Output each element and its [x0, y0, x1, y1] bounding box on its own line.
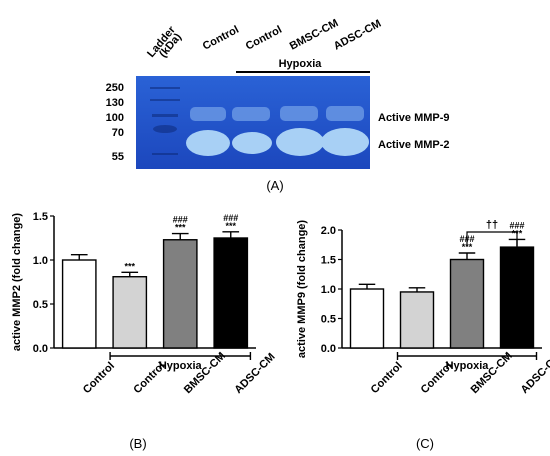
x-tick-label: BMSC-CM — [182, 350, 228, 396]
lane-label-adsc-cm: ADSC-CM — [332, 18, 384, 53]
chart-mmp9: 0.0 0.5 1.0 1.5 2.0 active MMP9 (fold change)… — [296, 219, 550, 451]
x-tick-label: ADSC-CM — [232, 351, 275, 396]
mmp2-bands — [186, 128, 369, 156]
bar — [162, 239, 198, 349]
y-tick-label: 0.0 — [321, 343, 336, 355]
hypoxia-label: Hypoxia — [159, 360, 203, 372]
significance-label: ### — [509, 220, 524, 230]
hypoxia-label: Hypoxia — [446, 360, 490, 372]
significance-label: *** — [462, 242, 473, 252]
y-tick-label: 0.0 — [33, 343, 48, 355]
significance-label: ### — [173, 215, 188, 225]
bar — [449, 258, 485, 349]
y-tick-label: 1.5 — [321, 255, 336, 267]
bar — [112, 276, 148, 349]
lane-label-control: Control — [201, 24, 241, 53]
band-label-mmp9: Active MMP-9 — [378, 112, 450, 124]
y-axis-label: active MMP2 (fold change) — [11, 213, 23, 351]
panel-caption: (C) — [416, 436, 434, 451]
y-tick-label: 1.0 — [33, 255, 48, 267]
kda-label: 70 — [112, 127, 124, 139]
kda-labels: 250 130 100 70 55 — [106, 82, 124, 163]
y-axis-label: active MMP9 (fold change) — [296, 220, 308, 358]
bar — [399, 291, 435, 349]
bar — [213, 237, 249, 349]
kda-label: 130 — [106, 97, 124, 109]
x-tick-label: ADSC-CM — [519, 351, 550, 396]
comparison-bracket — [466, 231, 518, 246]
y-tick-label: 0.5 — [33, 299, 48, 311]
x-tick-label: Control — [81, 360, 117, 396]
band-label-mmp2: Active MMP-2 — [378, 139, 450, 151]
y-tick-label: 1.5 — [33, 211, 48, 223]
gel-hypoxia-label: Hypoxia — [279, 58, 323, 70]
bracket-label: †† — [486, 219, 498, 231]
kda-label: 55 — [112, 151, 124, 163]
y-tick-label: 1.0 — [321, 284, 336, 296]
kda-label: 100 — [106, 112, 124, 124]
significance-label: *** — [124, 261, 135, 271]
gel-figure: Ladder (kDa) Control Control BMSC-CM ADS… — [106, 17, 450, 193]
gel-background — [136, 76, 370, 169]
bar — [499, 246, 535, 349]
bar — [349, 288, 385, 349]
ladder-bands — [150, 87, 180, 155]
y-tick-label: 2.0 — [321, 225, 336, 237]
significance-label: *** — [225, 221, 236, 231]
panel-caption: (B) — [129, 436, 146, 451]
lane-label-bmsc-cm: BMSC-CM — [288, 17, 341, 53]
significance-label: ### — [223, 213, 238, 223]
mmp9-bands — [190, 106, 364, 121]
kda-label: 250 — [106, 82, 124, 94]
y-tick-label: 0.5 — [321, 314, 336, 326]
lane-label-hypoxia-control: Control — [244, 24, 284, 53]
x-tick-label: Control — [369, 360, 405, 396]
x-tick-label: BMSC-CM — [469, 350, 515, 396]
caption-a: (A) — [266, 178, 283, 193]
bar — [61, 259, 97, 349]
chart-mmp2: 0.0 0.5 1.0 1.5 active MMP2 (fold change) Con… — [11, 211, 275, 451]
significance-label: *** — [175, 223, 186, 233]
